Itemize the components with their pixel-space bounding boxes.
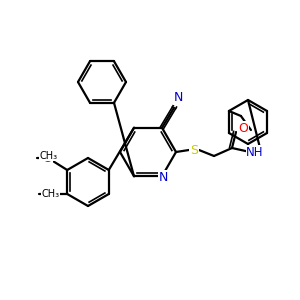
Text: CH₃: CH₃ — [41, 189, 59, 199]
Text: N: N — [158, 171, 168, 184]
Text: S: S — [190, 143, 198, 157]
Text: O: O — [42, 152, 52, 164]
Text: NH: NH — [246, 146, 264, 158]
Text: CH₃: CH₃ — [39, 151, 57, 161]
Text: O: O — [238, 122, 248, 134]
Text: N: N — [173, 91, 183, 104]
Text: O: O — [44, 188, 54, 200]
